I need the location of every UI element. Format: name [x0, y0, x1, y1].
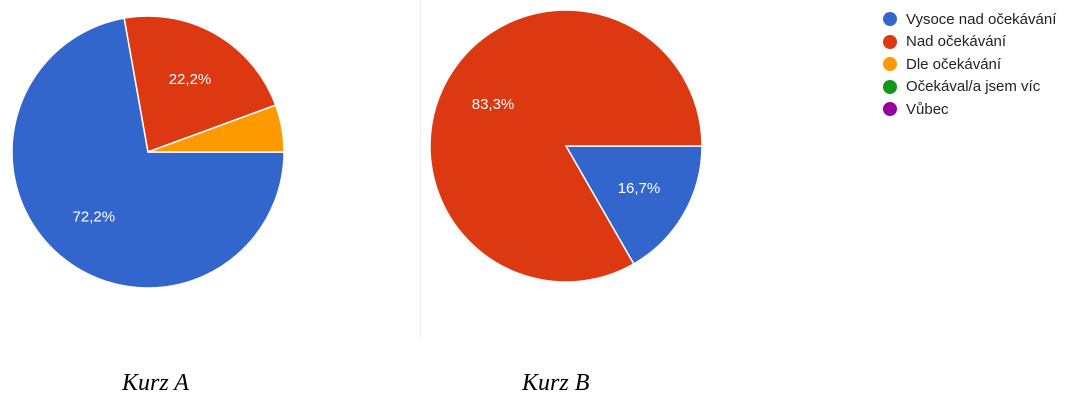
caption-kurz-a: Kurz A	[122, 370, 189, 396]
pie-chart-kurz-b: 16,7% 83,3%	[429, 9, 703, 283]
pie-slice-dle-ocekavani	[147, 104, 285, 153]
slice-label-vysoce-nad-ocekavani: 72,2%	[73, 209, 116, 226]
legend-label: Očekával/a jsem víc	[906, 78, 1041, 96]
chart-divider	[420, 0, 421, 340]
legend-swatch	[883, 102, 897, 117]
legend-swatch	[883, 79, 897, 94]
legend-swatch	[883, 34, 897, 49]
pie-chart-kurz-a: 72,2% 22,2%	[11, 15, 285, 289]
legend-item-ocekaval-jsem-vic: Očekával/a jsem víc	[883, 76, 1056, 99]
legend-item-nad-ocekavani: Nad očekávání	[883, 31, 1056, 54]
caption-kurz-b: Kurz B	[522, 370, 590, 396]
legend-swatch	[883, 57, 897, 72]
legend-label: Nad očekávání	[906, 33, 1007, 51]
pie-slice-nad-ocekavani	[429, 9, 703, 283]
legend-swatch	[883, 12, 897, 27]
slice-label-nad-ocekavani: 83,3%	[472, 96, 515, 113]
pie-slice-vysoce-nad-ocekavani	[564, 145, 703, 265]
pie-slice-vysoce-nad-ocekavani	[11, 17, 285, 289]
legend-label: Dle očekávání	[906, 55, 1002, 73]
slice-label-nad-ocekavani: 22,2%	[169, 71, 212, 88]
legend-item-vubec: Vůbec	[883, 98, 1056, 121]
legend-item-dle-ocekavani: Dle očekávání	[883, 53, 1056, 76]
legend: Vysoce nad očekávání Nad očekávání Dle o…	[883, 8, 1056, 121]
slice-label-vysoce-nad-ocekavani: 16,7%	[618, 180, 661, 197]
pie-slice-nad-ocekavani	[123, 15, 277, 154]
legend-label: Vůbec	[906, 100, 949, 118]
legend-item-vysoce-nad-ocekavani: Vysoce nad očekávání	[883, 8, 1056, 31]
legend-label: Vysoce nad očekávání	[906, 10, 1057, 28]
